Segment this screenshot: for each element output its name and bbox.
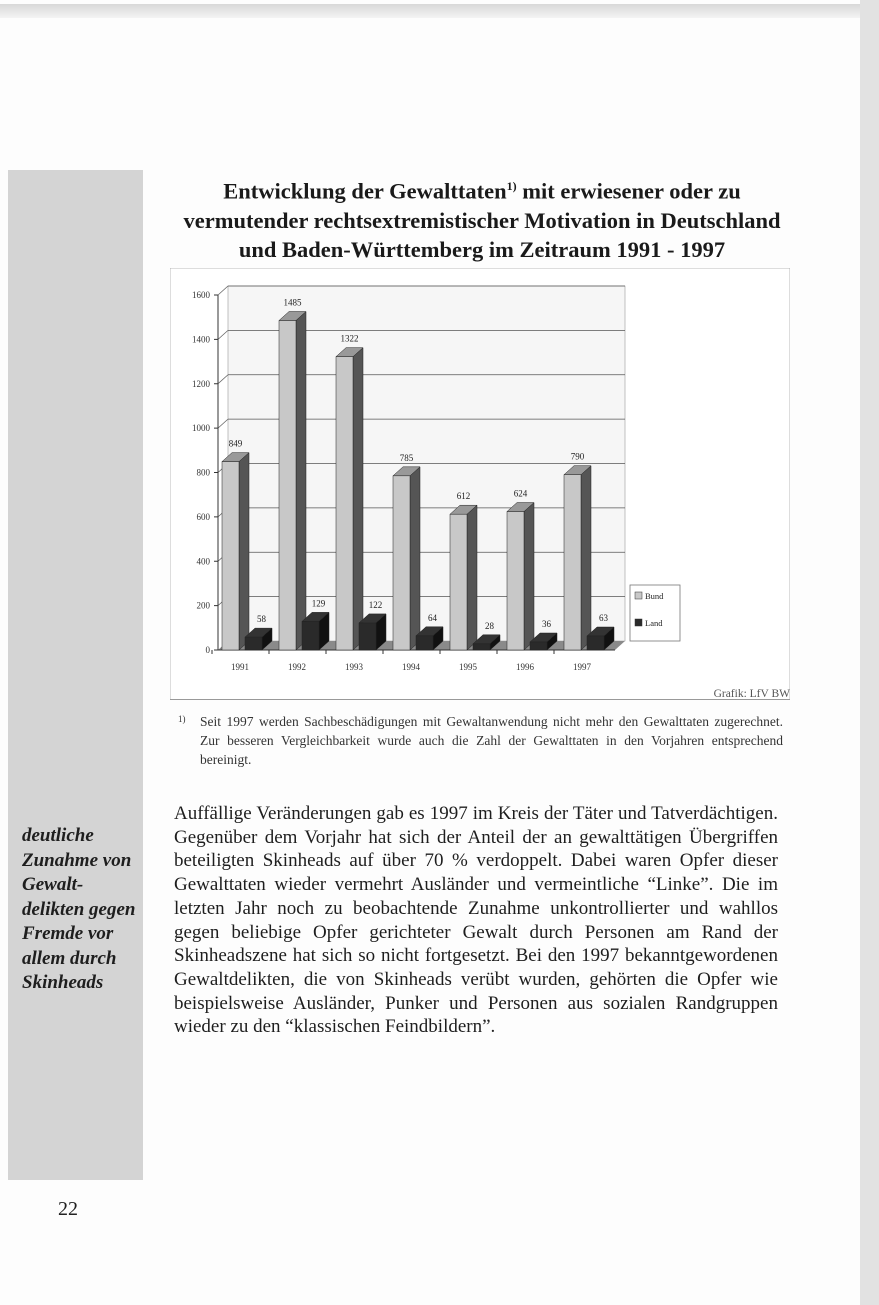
scan-edge-right	[860, 0, 879, 1305]
page-number: 22	[58, 1198, 78, 1220]
bar-land	[358, 622, 377, 651]
bar-land	[301, 621, 320, 651]
bar-bund	[563, 474, 582, 651]
data-label: 790	[571, 452, 585, 462]
bar-bund	[278, 320, 297, 651]
footnote-ref: 1)	[506, 179, 517, 193]
y-tick-label: 1400	[192, 334, 211, 344]
bar-side-bund	[580, 465, 592, 651]
bar-bund	[506, 511, 525, 651]
footnote-mark: 1)	[178, 714, 186, 724]
bar-side-bund	[295, 310, 307, 651]
bar-side-bund	[523, 501, 535, 651]
bar-side-bund	[352, 347, 364, 651]
title-text-cont: mit erwiesener oder zu vermutender recht…	[183, 178, 781, 262]
bar-land	[415, 635, 434, 651]
x-tick-label: 1994	[402, 662, 421, 672]
data-label: 1485	[284, 298, 303, 308]
data-label: 1322	[341, 334, 359, 344]
y-tick-label: 1000	[192, 423, 211, 433]
footnote-text: Seit 1997 werden Sachbeschädigungen mit …	[200, 714, 783, 767]
bar-side-bund	[409, 466, 421, 651]
gridline-side	[217, 374, 229, 385]
scan-edge	[0, 4, 860, 18]
x-tick-label: 1991	[231, 662, 249, 672]
bar-bund	[392, 475, 411, 651]
data-label: 612	[457, 491, 471, 501]
y-tick-label: 1600	[192, 290, 211, 300]
body-paragraph: Auffällige Veränderungen gab es 1997 im …	[174, 803, 778, 1038]
chart-title: Entwicklung der Gewalttaten1) mit erwies…	[172, 172, 792, 264]
y-tick-label: 1200	[192, 379, 211, 389]
data-label: 63	[599, 613, 609, 623]
title-text: Entwicklung der Gewalttaten	[223, 178, 507, 204]
data-label: 36	[542, 619, 552, 629]
data-label: 122	[369, 600, 383, 610]
footnote: 1) Seit 1997 werden Sachbeschädigungen m…	[178, 712, 783, 769]
x-tick-label: 1995	[459, 662, 478, 672]
bar-side-bund	[238, 452, 250, 651]
margin-column	[8, 170, 143, 1180]
x-tick-label: 1993	[345, 662, 364, 672]
margin-note: deutliche Zunahme von Gewalt-delikten ge…	[22, 825, 136, 993]
y-tick-label: 600	[197, 512, 211, 522]
legend-label: Land	[645, 618, 663, 628]
bar-bund	[335, 356, 354, 651]
x-tick-label: 1992	[288, 662, 306, 672]
bar-land	[586, 635, 605, 651]
data-label: 624	[514, 489, 528, 499]
gridline-side	[217, 285, 229, 296]
bar-side-bund	[466, 504, 478, 651]
data-label: 64	[428, 613, 438, 623]
y-tick-label: 800	[197, 468, 211, 478]
bar-land	[472, 643, 491, 651]
bar-land	[529, 641, 548, 651]
data-label: 785	[400, 453, 414, 463]
gridline-side	[217, 418, 229, 429]
y-tick-label: 400	[197, 556, 211, 566]
gridline-side	[217, 330, 229, 340]
bar-chart: 0 200 400 600 800 1000 1200 1400 1600 1991 849 58 19…	[170, 268, 790, 700]
chart-divider	[170, 699, 790, 700]
data-label: 28	[485, 621, 495, 631]
bar-bund	[449, 513, 468, 651]
x-tick-label: 1996	[516, 662, 535, 672]
data-label: 849	[229, 439, 243, 449]
data-label: 129	[312, 598, 326, 608]
legend-swatch-bund	[634, 591, 643, 600]
bar-land	[244, 636, 263, 651]
bar-bund	[221, 461, 240, 651]
x-tick-label: 1997	[573, 662, 592, 672]
y-tick-label: 0	[206, 645, 211, 655]
chart-source: Grafik: LfV BW	[713, 688, 790, 700]
legend-swatch-land	[634, 618, 643, 627]
legend-label: Bund	[645, 591, 664, 601]
y-tick-label: 200	[197, 601, 211, 611]
data-label: 58	[257, 614, 267, 624]
